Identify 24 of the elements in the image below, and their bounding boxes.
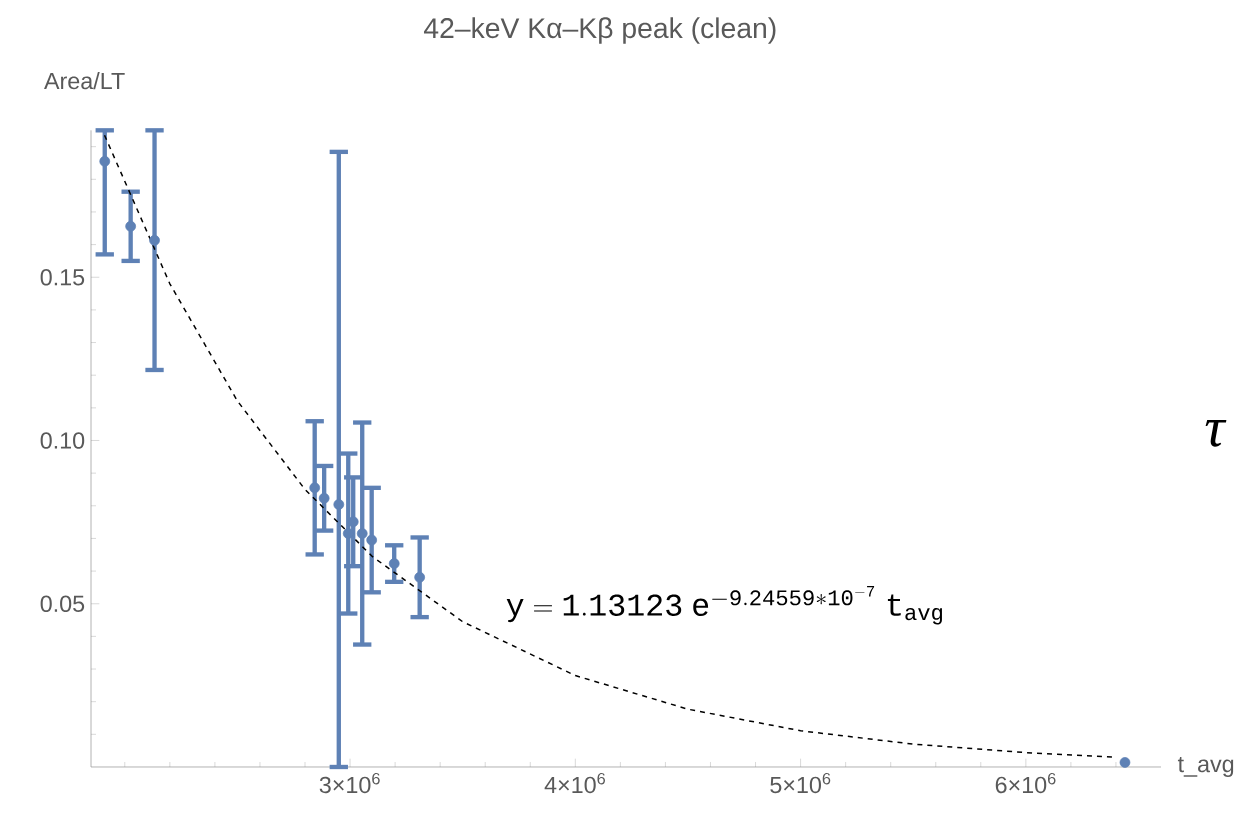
x-tick-label: 5×10$^{6}$ <box>770 772 831 794</box>
y-axis-title: Area/LT <box>44 72 125 90</box>
x-tick-label: 4×10$^{6}$ <box>544 772 606 794</box>
point <box>99 156 111 167</box>
point <box>149 235 160 246</box>
point <box>318 492 330 504</box>
point <box>342 528 354 539</box>
y-tick-label: 0.15 <box>40 268 85 286</box>
text: τ <box>1205 420 1227 447</box>
point <box>366 534 378 546</box>
chart-title: 42–keV Kα–Kβ peak (clean) <box>423 17 776 44</box>
x-axis-title: t_avg <box>1177 757 1234 777</box>
y-tick-label: 0.10 <box>40 432 85 449</box>
point <box>356 528 368 539</box>
point <box>1119 757 1131 768</box>
point <box>388 558 400 569</box>
point <box>125 220 136 232</box>
x-tick-label: 3×10$^{6}$ <box>319 772 380 794</box>
annotation: $\mathtt{y=1.13123\;e^{-9.24559*10^{-7}}\;t_{avg}}$ <box>506 586 942 625</box>
point <box>309 482 321 494</box>
point <box>333 499 345 510</box>
y-tick-label: 0.05 <box>40 595 85 613</box>
point <box>414 571 426 583</box>
x-tick-label: 6×10$^{6}$ <box>995 772 1056 794</box>
